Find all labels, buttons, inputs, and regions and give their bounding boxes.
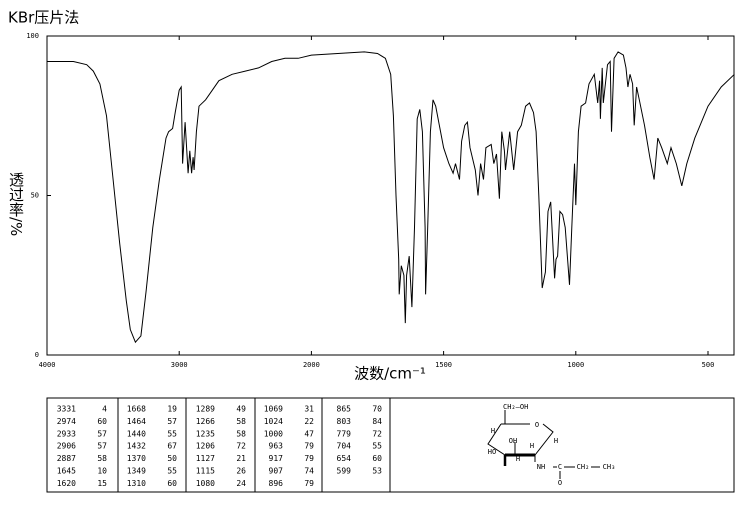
peak-wavenumber: 599 xyxy=(337,467,352,476)
peak-wavenumber: 865 xyxy=(337,405,352,414)
peak-transmittance: 57 xyxy=(97,429,107,438)
peak-wavenumber: 1000 xyxy=(264,429,283,438)
peak-transmittance: 19 xyxy=(167,405,177,414)
peak-wavenumber: 1024 xyxy=(264,417,283,426)
structure-label: NH xyxy=(537,463,545,471)
structure-label: C xyxy=(558,463,562,471)
peak-wavenumber: 1266 xyxy=(196,417,215,426)
peak-wavenumber: 1464 xyxy=(127,417,146,426)
x-tick-label: 1500 xyxy=(435,361,452,369)
peak-transmittance: 60 xyxy=(372,454,382,463)
peak-transmittance: 60 xyxy=(167,479,177,488)
peak-transmittance: 79 xyxy=(304,479,314,488)
peak-transmittance: 22 xyxy=(304,417,314,426)
peak-transmittance: 21 xyxy=(236,454,246,463)
peak-wavenumber: 1370 xyxy=(127,454,146,463)
x-axis-label: 波数/cm⁻¹ xyxy=(354,365,426,383)
peak-transmittance: 55 xyxy=(372,442,382,451)
peak-transmittance: 15 xyxy=(97,479,107,488)
peak-transmittance: 55 xyxy=(167,429,177,438)
y-tick-label: 100 xyxy=(26,32,39,40)
peak-transmittance: 49 xyxy=(236,405,246,414)
peak-transmittance: 67 xyxy=(167,442,177,451)
peak-wavenumber: 704 xyxy=(337,442,352,451)
peak-transmittance: 31 xyxy=(304,405,314,414)
peak-wavenumber: 1127 xyxy=(196,454,215,463)
peak-wavenumber: 963 xyxy=(269,442,284,451)
x-tick-label: 3000 xyxy=(171,361,188,369)
peak-wavenumber: 1432 xyxy=(127,442,146,451)
peak-transmittance: 24 xyxy=(236,479,246,488)
peak-transmittance: 55 xyxy=(167,467,177,476)
table-dividers xyxy=(117,398,391,492)
peak-transmittance: 4 xyxy=(102,405,107,414)
peak-wavenumber: 2887 xyxy=(57,454,76,463)
peak-transmittance: 58 xyxy=(97,454,107,463)
peak-wavenumber: 1115 xyxy=(196,467,215,476)
peak-transmittance: 50 xyxy=(167,454,177,463)
peak-transmittance: 57 xyxy=(167,417,177,426)
peak-transmittance: 26 xyxy=(236,467,246,476)
peak-transmittance: 79 xyxy=(304,442,314,451)
structure-label: H xyxy=(530,442,534,450)
structure-label: CH₃ xyxy=(603,463,616,471)
peak-wavenumber: 1645 xyxy=(57,467,76,476)
structure-label: CH₂ xyxy=(577,463,590,471)
peak-wavenumber: 917 xyxy=(269,454,284,463)
peak-transmittance: 74 xyxy=(304,467,314,476)
peak-wavenumber: 654 xyxy=(337,454,352,463)
peak-transmittance: 60 xyxy=(97,417,107,426)
x-tick-label: 2000 xyxy=(303,361,320,369)
peak-wavenumber: 2906 xyxy=(57,442,76,451)
peak-wavenumber: 896 xyxy=(269,479,284,488)
peak-transmittance: 79 xyxy=(304,454,314,463)
chart-title: KBr压片法 xyxy=(8,9,79,27)
structure-bonds xyxy=(487,410,600,479)
peak-wavenumber: 2933 xyxy=(57,429,76,438)
peak-wavenumber: 1440 xyxy=(127,429,146,438)
y-tick-label: 50 xyxy=(31,192,39,200)
peak-transmittance: 84 xyxy=(372,417,382,426)
peak-wavenumber: 3331 xyxy=(57,405,76,414)
peak-transmittance: 58 xyxy=(236,429,246,438)
structure-label: O xyxy=(558,479,562,487)
peak-transmittance: 53 xyxy=(372,467,382,476)
peak-transmittance: 72 xyxy=(372,429,382,438)
peak-wavenumber: 1235 xyxy=(196,429,215,438)
structure-label: HO xyxy=(488,448,496,456)
structure-label: CH₂—OH xyxy=(503,403,528,411)
structure-label: H xyxy=(491,427,495,435)
x-tick-label: 500 xyxy=(702,361,715,369)
y-tick-label: 0 xyxy=(35,351,39,359)
structure-label: H xyxy=(516,455,520,463)
peak-wavenumber: 2974 xyxy=(57,417,76,426)
peak-wavenumber: 1080 xyxy=(196,479,215,488)
structure-label: O xyxy=(535,421,539,429)
peak-wavenumber: 803 xyxy=(337,417,352,426)
spectrum-line xyxy=(47,51,735,344)
structure-label: OH xyxy=(509,437,517,445)
peak-wavenumber: 907 xyxy=(269,467,284,476)
peak-wavenumber: 1310 xyxy=(127,479,146,488)
peak-transmittance: 10 xyxy=(97,467,107,476)
peak-transmittance: 72 xyxy=(236,442,246,451)
peak-wavenumber: 1349 xyxy=(127,467,146,476)
peak-transmittance: 70 xyxy=(372,405,382,414)
peak-wavenumber: 779 xyxy=(337,429,352,438)
peak-wavenumber: 1289 xyxy=(196,405,215,414)
structure-label: H xyxy=(554,437,558,445)
peak-transmittance: 58 xyxy=(236,417,246,426)
peak-wavenumber: 1069 xyxy=(264,405,283,414)
y-axis-label: 透过率/% xyxy=(7,172,25,236)
peak-transmittance: 47 xyxy=(304,429,314,438)
x-tick-label: 1000 xyxy=(567,361,584,369)
peak-transmittance: 57 xyxy=(97,442,107,451)
peak-wavenumber: 1620 xyxy=(57,479,76,488)
peak-wavenumber: 1668 xyxy=(127,405,146,414)
peak-wavenumber: 1206 xyxy=(196,442,215,451)
plot-frame xyxy=(46,35,735,356)
x-tick-label: 4000 xyxy=(39,361,56,369)
